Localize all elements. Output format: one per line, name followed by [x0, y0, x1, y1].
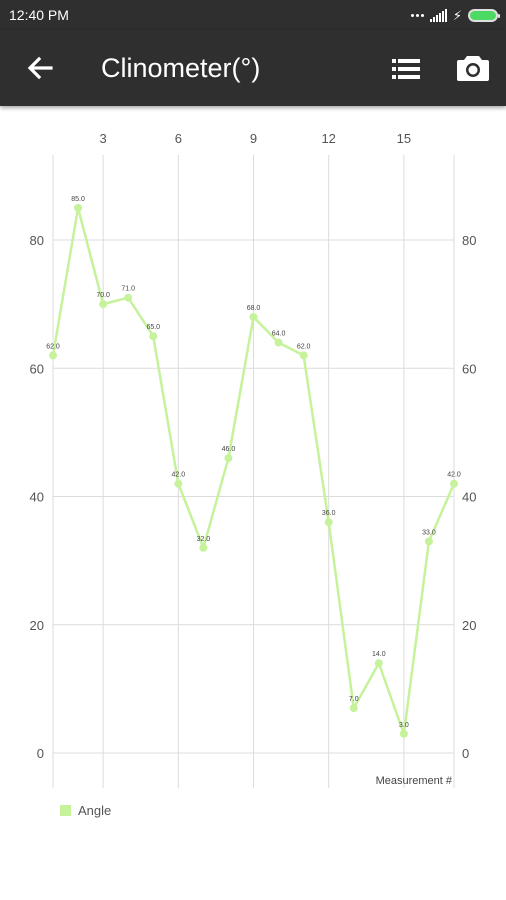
legend-label: Angle — [78, 803, 112, 818]
data-label: 85.0 — [71, 196, 85, 203]
x-tick-label: 12 — [321, 131, 335, 146]
y-tick-label-left: 40 — [30, 490, 44, 505]
data-point — [149, 332, 158, 341]
y-tick-label-right: 80 — [462, 233, 476, 248]
list-icon — [392, 59, 420, 79]
data-label: 71.0 — [121, 286, 135, 293]
y-tick-label-right: 40 — [462, 490, 476, 505]
chart-series — [49, 203, 458, 738]
data-point — [224, 454, 233, 463]
data-point — [174, 479, 183, 488]
data-point — [99, 300, 108, 309]
x-tick-label: 3 — [100, 131, 107, 146]
battery-icon — [468, 8, 500, 22]
data-label: 7.0 — [349, 696, 359, 703]
y-tick-label-left: 20 — [30, 618, 44, 633]
y-tick-label-left: 60 — [30, 361, 44, 376]
legend-swatch — [60, 805, 71, 816]
data-label: 64.0 — [272, 331, 286, 338]
data-label: 62.0 — [297, 343, 311, 350]
data-point — [74, 203, 83, 212]
data-point — [424, 537, 433, 546]
chart-data-labels: 62.0 85.0 70.0 71.0 65.0 42.0 32.0 46.0 68.0 64.0… — [46, 196, 461, 729]
data-point — [299, 351, 308, 360]
list-button[interactable] — [390, 56, 422, 82]
data-point — [450, 479, 458, 488]
x-tick-label: 6 — [175, 131, 182, 146]
x-tick-label: 9 — [250, 131, 257, 146]
chart-grid — [52, 155, 455, 788]
data-point — [199, 543, 208, 552]
camera-button[interactable] — [456, 52, 490, 84]
angle-line-chart: 3 6 9 12 15 0 0 20 20 40 40 60 60 80 80 Measurement # 6… — [0, 110, 506, 810]
data-point — [249, 312, 258, 321]
y-tick-label-left: 0 — [37, 746, 44, 761]
page-title: Clinometer(°) — [101, 53, 261, 83]
data-point — [49, 351, 57, 360]
cell-signal-icon — [429, 8, 447, 22]
y-tick-label-right: 60 — [462, 361, 476, 376]
data-label: 42.0 — [172, 472, 186, 479]
arrow-left-icon — [27, 56, 53, 80]
charging-bolt-icon: ⚡ — [452, 7, 462, 23]
data-label: 68.0 — [247, 305, 261, 312]
data-label: 46.0 — [222, 446, 236, 453]
camera-icon — [457, 56, 489, 81]
data-label: 70.0 — [96, 292, 110, 299]
y-tick-label-left: 80 — [30, 233, 44, 248]
chart-axes: 3 6 9 12 15 0 0 20 20 40 40 60 60 80 80 Measurement # — [30, 131, 477, 787]
data-label: 62.0 — [46, 343, 60, 350]
back-button[interactable] — [24, 52, 56, 84]
chart-canvas: 3 6 9 12 15 0 0 20 20 40 40 60 60 80 80 Measurement # 6… — [30, 131, 477, 788]
y-tick-label-right: 20 — [462, 618, 476, 633]
status-bar: 12:40 PM ⚡ — [0, 0, 506, 30]
data-label: 36.0 — [322, 510, 336, 517]
signal-dots-icon — [410, 13, 424, 17]
data-label: 3.0 — [399, 722, 409, 729]
data-point — [399, 729, 408, 738]
chart-legend: Angle — [60, 803, 111, 818]
x-tick-label: 15 — [397, 131, 411, 146]
data-point — [124, 293, 133, 302]
data-point — [374, 659, 383, 668]
status-time: 12:40 PM — [9, 7, 69, 23]
data-label: 42.0 — [447, 472, 461, 479]
data-point — [324, 518, 333, 527]
data-label: 65.0 — [146, 324, 160, 331]
status-icons: ⚡ — [410, 6, 500, 24]
y-tick-label-right: 0 — [462, 746, 469, 761]
x-axis-title: Measurement # — [376, 775, 453, 787]
data-point — [274, 338, 283, 347]
app-toolbar: Clinometer(°) — [0, 30, 506, 106]
data-label: 32.0 — [197, 536, 211, 543]
data-label: 14.0 — [372, 651, 386, 658]
data-label: 33.0 — [422, 529, 436, 536]
data-point — [349, 704, 358, 713]
